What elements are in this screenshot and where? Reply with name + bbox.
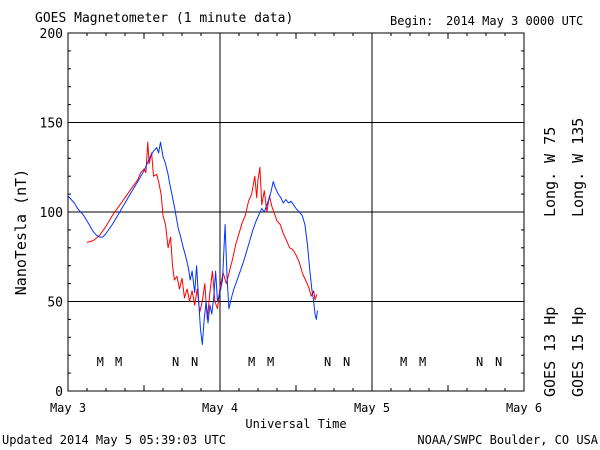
marker-label: M <box>248 355 255 369</box>
updated-timestamp: Updated 2014 May 5 05:39:03 UTC <box>2 433 226 447</box>
marker-label: N <box>324 355 331 369</box>
marker-label: M <box>97 355 104 369</box>
data-series <box>67 141 318 345</box>
begin-value: 2014 May 3 0000 UTC <box>446 14 583 28</box>
marker-label: N <box>191 355 198 369</box>
marker-label: M <box>115 355 122 369</box>
y-tick-label: 150 <box>40 117 63 132</box>
legend-goes15-longitude: Long. W 135 <box>569 118 587 217</box>
legend-goes13-name: GOES 13 Hp <box>541 307 559 397</box>
marker-label: N <box>495 355 502 369</box>
x-axis-ticks: May 3 May 4 May 5 May 6 <box>50 33 542 415</box>
y-axis-label: NanoTesla (nT) <box>12 169 30 295</box>
x-tick-label: May 4 <box>202 401 238 415</box>
marker-label: N <box>172 355 179 369</box>
grid-lines <box>68 33 524 391</box>
legend-goes15: GOES 15 Hp Long. W 135 <box>569 118 587 397</box>
legend-goes13-longitude: Long. W 75 <box>541 127 559 217</box>
y-tick-label: 50 <box>47 296 63 311</box>
x-tick-label: May 6 <box>506 401 542 415</box>
marker-label: M <box>267 355 274 369</box>
marker-label: N <box>343 355 350 369</box>
marker-label: N <box>476 355 483 369</box>
marker-label: M <box>400 355 407 369</box>
legend-goes15-name: GOES 15 Hp <box>569 307 587 397</box>
y-tick-label: 0 <box>55 385 63 400</box>
data-credit: NOAA/SWPC Boulder, CO USA <box>417 433 598 447</box>
y-tick-label: 200 <box>40 27 63 42</box>
x-tick-label: May 3 <box>50 401 86 415</box>
marker-label: M <box>419 355 426 369</box>
x-axis-label: Universal Time <box>245 417 346 431</box>
x-tick-label: May 5 <box>354 401 390 415</box>
y-axis-ticks: 0 50 100 150 200 <box>40 27 524 400</box>
series-line-goes15 <box>67 141 318 345</box>
chart-title: GOES Magnetometer (1 minute data) <box>35 11 293 26</box>
y-tick-label: 100 <box>40 206 63 221</box>
begin-label: Begin: <box>390 14 433 28</box>
legend-goes13: GOES 13 Hp Long. W 75 <box>541 127 559 397</box>
